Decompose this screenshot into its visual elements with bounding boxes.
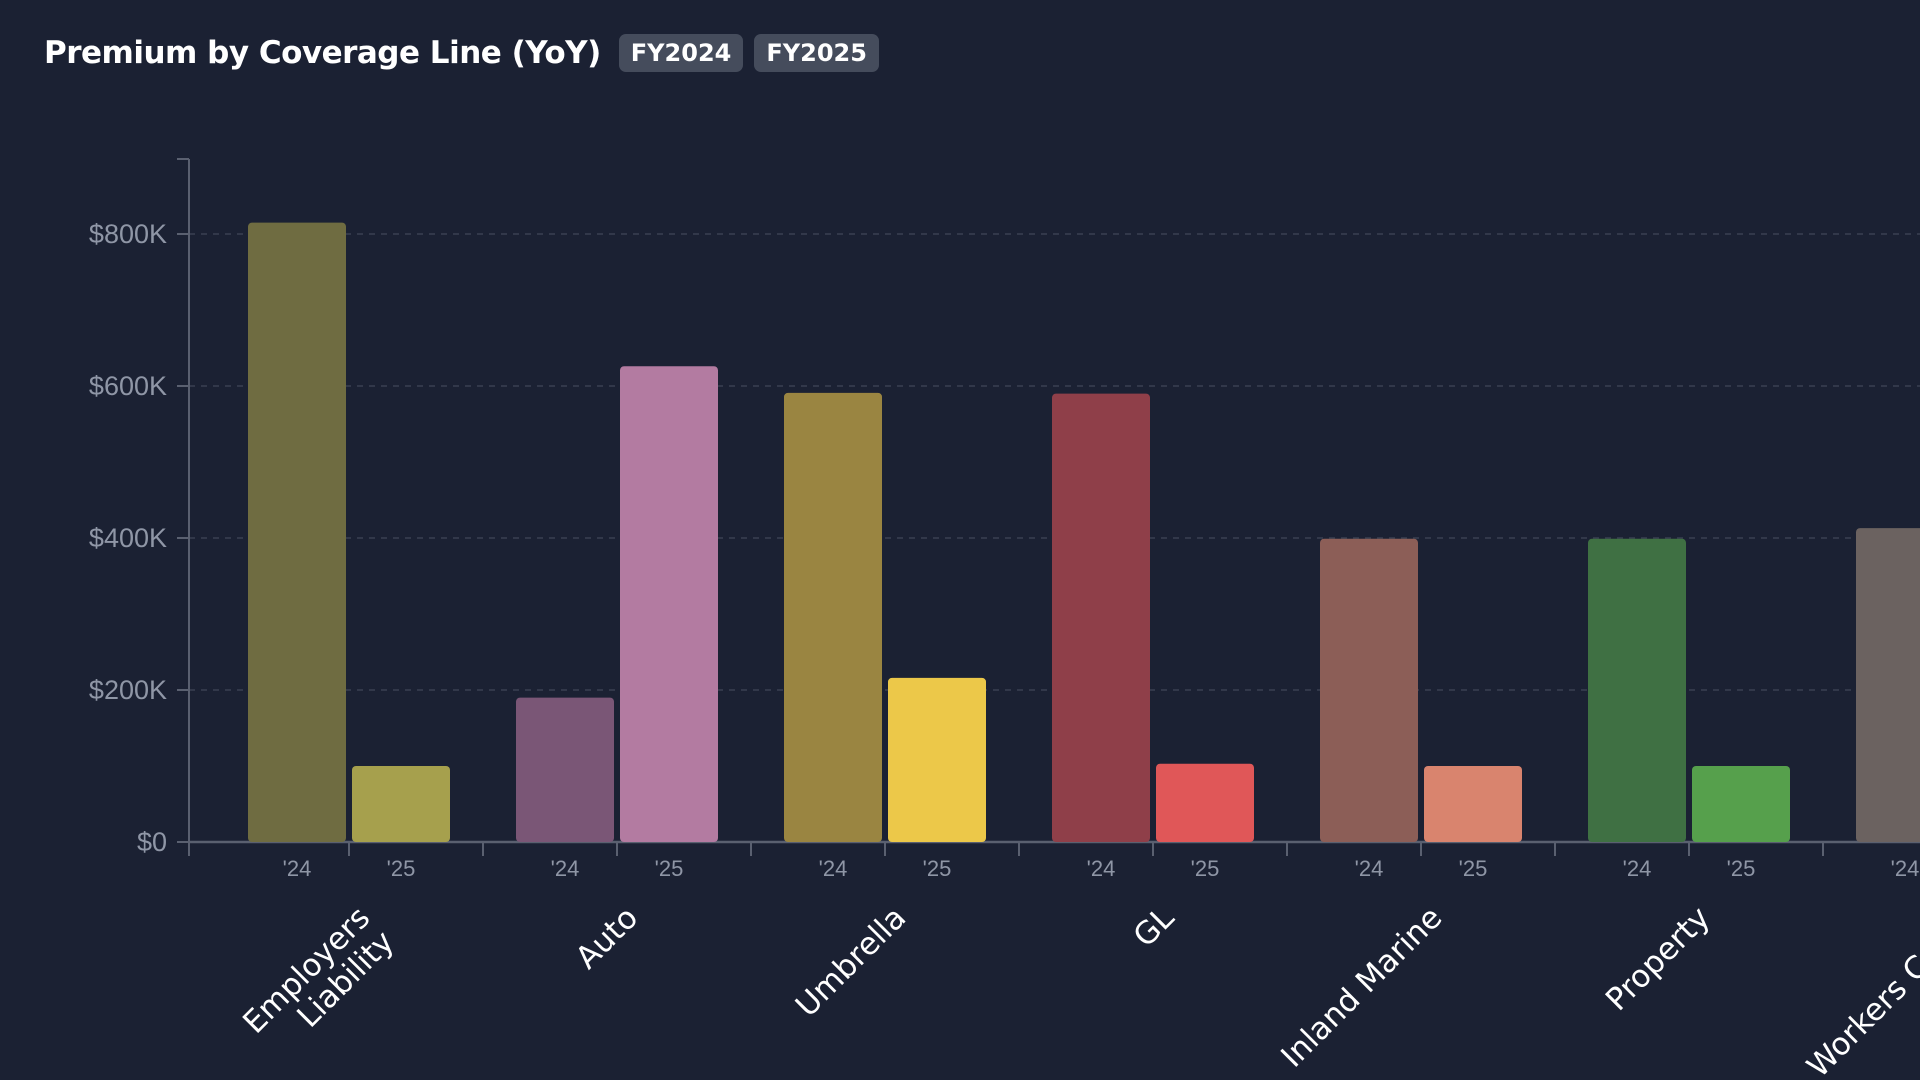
y-tick-label-4: $800K	[89, 219, 167, 249]
sub-label-employers-liability-25: '25	[387, 856, 416, 881]
y-tick-label-0: $0	[137, 827, 167, 857]
sub-label-inland-marine-25: '25	[1459, 856, 1488, 881]
sub-label-gl-24: '24	[1087, 856, 1116, 881]
bar-umbrella-24	[784, 392, 882, 842]
category-label-line: Auto	[569, 900, 645, 976]
bar-inland-marine-25	[1424, 766, 1522, 842]
chart-title: Premium by Coverage Line (YoY)	[44, 35, 601, 71]
sub-label-umbrella-24: '24	[819, 856, 848, 881]
category-label-workers-comp: Workers Comp	[1800, 900, 1920, 1080]
bar-gl-24	[1052, 393, 1150, 842]
y-tick-label-3: $600K	[89, 371, 167, 401]
bar-auto-24	[516, 697, 614, 842]
sub-label-workers-comp-24: '24	[1891, 856, 1920, 881]
sub-label-auto-25: '25	[655, 856, 684, 881]
category-label-line: GL	[1127, 899, 1182, 954]
sub-label-umbrella-25: '25	[923, 856, 952, 881]
sub-label-inland-marine-24: '24	[1355, 856, 1384, 881]
category-label-inland-marine: Inland Marine	[1274, 900, 1449, 1075]
bars	[248, 222, 1920, 843]
bar-property-24	[1588, 538, 1686, 842]
bar-property-25	[1692, 766, 1790, 842]
sub-label-property-24: '24	[1623, 856, 1652, 881]
chart-header: Premium by Coverage Line (YoY) FY2024 FY…	[44, 34, 890, 72]
category-label-auto: Auto	[569, 900, 645, 976]
bar-auto-25	[620, 366, 718, 842]
sub-label-auto-24: '24	[551, 856, 580, 881]
bar-umbrella-25	[888, 677, 986, 842]
category-label-line: Property	[1599, 900, 1717, 1018]
category-label-gl: GL	[1127, 899, 1182, 954]
badge-fy2025[interactable]: FY2025	[754, 34, 879, 72]
category-label-line: Workers Comp	[1800, 900, 1920, 1080]
sub-label-gl-25: '25	[1191, 856, 1220, 881]
sub-label-property-25: '25	[1727, 856, 1756, 881]
badge-fy2024[interactable]: FY2024	[618, 34, 744, 72]
bar-employers-liability-24	[248, 222, 346, 843]
sub-label-employers-liability-24: '24	[283, 856, 312, 881]
bar-workers-comp-24	[1856, 528, 1920, 842]
y-tick-label-1: $200K	[89, 675, 167, 705]
category-label-line: Inland Marine	[1274, 900, 1449, 1075]
bar-gl-25	[1156, 763, 1254, 842]
bar-inland-marine-24	[1320, 538, 1418, 842]
category-label-line: Umbrella	[789, 900, 913, 1024]
y-tick-label-2: $400K	[89, 523, 167, 553]
bar-employers-liability-25	[352, 766, 450, 842]
category-label-umbrella: Umbrella	[789, 900, 913, 1024]
category-label-property: Property	[1599, 900, 1717, 1018]
